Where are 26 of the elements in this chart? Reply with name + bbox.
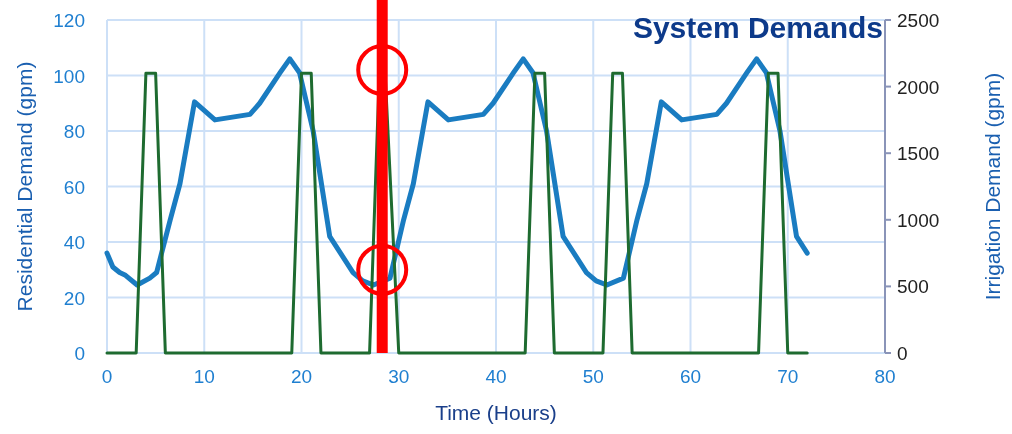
y-tick-label: 60 (63, 176, 85, 198)
y-tick-label: 40 (63, 232, 85, 253)
x-tick-label: 50 (582, 366, 604, 387)
x-tick-label: 0 (101, 366, 113, 387)
y2-tick-label: 2500 (897, 10, 940, 31)
chart-title: System Demands (632, 11, 883, 44)
y2-tick-label: 0 (897, 343, 908, 364)
x-tick-label: 20 (290, 366, 313, 387)
y-tick-label: 100 (53, 65, 85, 87)
y2-tick-label: 1000 (897, 209, 940, 231)
x-tick-label: 60 (679, 366, 702, 387)
y-axis-title: Residential Demand (gpm) (13, 61, 36, 312)
x-tick-label: 10 (193, 366, 215, 387)
x-tick-label: 80 (874, 366, 896, 387)
y2-tick-label: 2000 (897, 76, 940, 98)
x-axis-title: Time (Hours) (435, 401, 557, 424)
x-tick-label: 40 (485, 366, 507, 387)
y-tick-label: 120 (53, 10, 85, 31)
x-tick-label: 30 (388, 366, 410, 387)
y2-tick-label: 1500 (897, 143, 940, 165)
y2-axis-title: Irrigation Demand (gpm) (981, 72, 1004, 301)
x-tick-label: 70 (777, 366, 799, 387)
y-tick-label: 80 (63, 121, 85, 142)
y2-tick-label: 500 (897, 276, 929, 298)
y-tick-label: 20 (63, 287, 85, 309)
y-tick-label: 0 (74, 343, 85, 364)
